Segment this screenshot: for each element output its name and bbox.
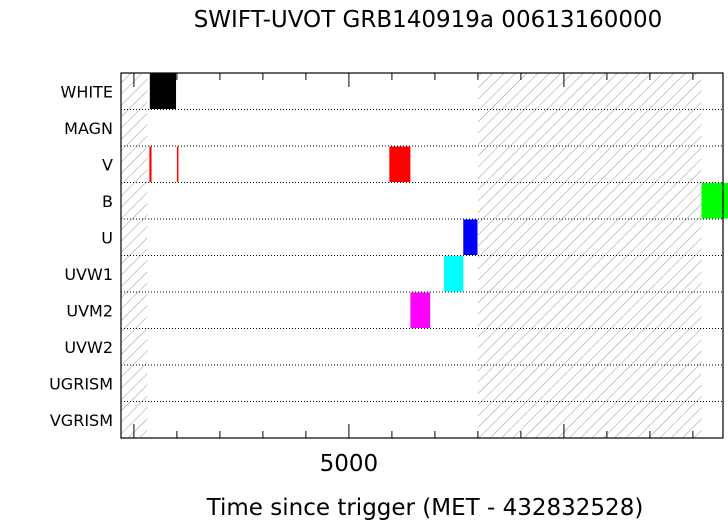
exposure-bar-uvm2 (410, 292, 431, 328)
plot-frame (120, 72, 724, 439)
row-label-uvm2: UVM2 (66, 301, 113, 320)
exposure-bar-v (149, 146, 152, 182)
row-label-white: WHITE (61, 82, 113, 101)
chart-title: SWIFT-UVOT GRB140919a 00613160000 (194, 7, 663, 33)
row-label-vgrism: VGRISM (50, 411, 113, 430)
exposure-bar-v (176, 146, 179, 182)
plot-area: WHITE MAGN VBU UVW1 UVM2 UVW2 UGRISM VGRISM 5000 (49, 72, 728, 477)
x-tick-label: 5000 (320, 451, 379, 477)
exposure-bar-b (701, 183, 728, 219)
row-label-uvw1: UVW1 (64, 265, 113, 284)
x-axis-label: Time since trigger (MET - 432832528) (206, 495, 644, 521)
row-label-magn: MAGN (64, 119, 113, 138)
exposure-bar-u (463, 219, 478, 255)
row-label-v: V (102, 155, 113, 174)
row-label-b: B (102, 192, 113, 211)
exposure-bar-white (149, 73, 177, 109)
exposure-bar-v (389, 146, 411, 182)
row-label-uvw2: UVW2 (64, 338, 113, 357)
row-label-u: U (101, 228, 113, 247)
exposure-bar-uvw1 (443, 256, 464, 292)
row-label-ugrism: UGRISM (49, 374, 113, 393)
